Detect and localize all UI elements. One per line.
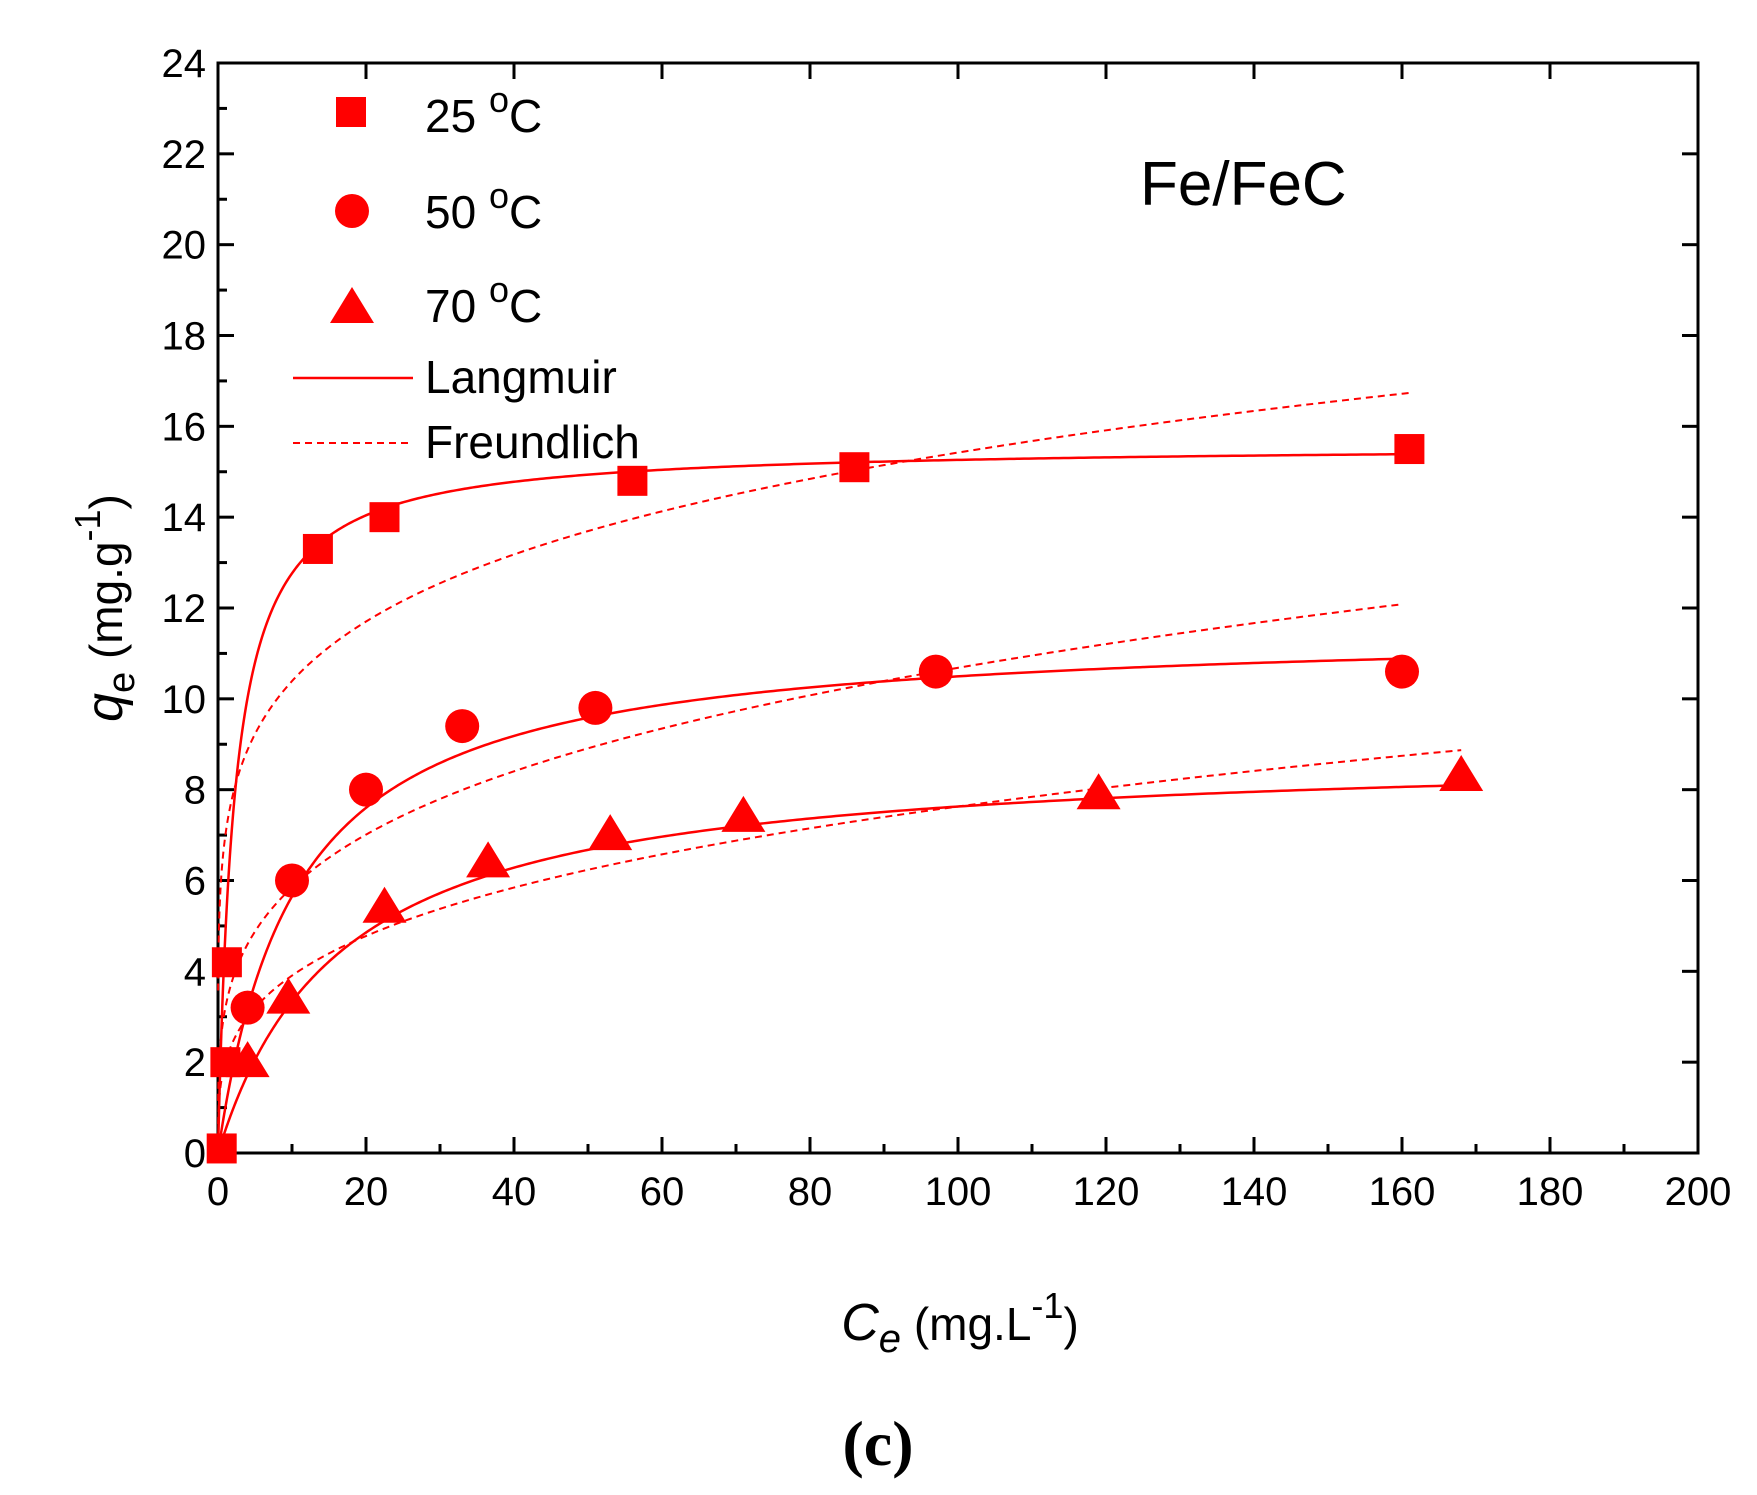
y-axis-label: qe (mg.g-1) xyxy=(67,494,143,722)
legend-label-langmuir: Langmuir xyxy=(425,351,617,403)
data-point-triangle xyxy=(1439,755,1484,792)
legend: 25 oC 50 oC 70 oC Langmuir Freundlich xyxy=(293,79,640,468)
fit-curves xyxy=(216,391,1462,1154)
svg-text:qe (mg.g-1): qe (mg.g-1) xyxy=(67,494,143,722)
x-tick-label: 120 xyxy=(1073,1170,1140,1214)
x-tick-label: 40 xyxy=(492,1170,537,1214)
data-point-square xyxy=(211,947,242,978)
y-tick-label: 18 xyxy=(162,315,207,359)
data-point-circle xyxy=(230,990,265,1025)
legend-label-50: 50 oC xyxy=(425,175,542,238)
y-tick-label: 10 xyxy=(162,678,207,722)
y-tick-label: 4 xyxy=(184,950,206,994)
x-tick-label: 80 xyxy=(788,1170,833,1214)
legend-marker-circle xyxy=(335,194,369,228)
data-point-circle xyxy=(1385,654,1419,689)
data-point-triangle xyxy=(721,795,766,832)
legend-label-70: 70 oC xyxy=(425,269,542,332)
legend-marker-square xyxy=(336,97,366,127)
data-point-triangle xyxy=(588,814,633,851)
data-markers xyxy=(206,434,1484,1164)
material-annotation: Fe/FeC xyxy=(1140,150,1347,219)
data-point-square xyxy=(206,1133,237,1164)
langmuir-curve-0 xyxy=(216,452,1410,1154)
data-point-triangle xyxy=(362,886,407,923)
legend-label-freundlich: Freundlich xyxy=(425,416,640,468)
x-axis-label: Ce (mg.L-1) xyxy=(841,1285,1079,1361)
data-point-square xyxy=(302,533,333,564)
langmuir-curve-2 xyxy=(216,784,1462,1154)
y-tick-label: 0 xyxy=(184,1132,206,1176)
data-point-circle xyxy=(275,863,309,898)
data-point-square xyxy=(839,452,870,483)
x-tick-label: 200 xyxy=(1665,1170,1732,1214)
freundlich-curve-0 xyxy=(217,391,1410,991)
y-tick-label: 8 xyxy=(184,769,206,813)
legend-marker-triangle xyxy=(330,287,374,323)
freundlich-curve-2 xyxy=(217,749,1462,1124)
data-point-triangle xyxy=(1076,773,1121,810)
legend-label-25: 25 oC xyxy=(425,79,542,142)
data-point-circle xyxy=(918,654,953,689)
data-point-circle xyxy=(445,709,480,744)
y-tick-label: 22 xyxy=(162,133,207,177)
x-tick-label: 100 xyxy=(925,1170,992,1214)
y-tick-label: 12 xyxy=(162,587,207,631)
data-point-circle xyxy=(349,772,383,807)
data-point-square xyxy=(617,465,648,496)
x-tick-label: 160 xyxy=(1369,1170,1436,1214)
y-tick-label: 14 xyxy=(162,496,207,540)
y-tick-label: 16 xyxy=(162,405,207,449)
data-point-triangle xyxy=(225,1041,270,1078)
data-point-circle xyxy=(578,690,613,725)
y-tick-label: 2 xyxy=(184,1041,206,1085)
data-point-square xyxy=(1394,434,1425,465)
data-point-square xyxy=(369,502,400,533)
x-tick-labels: 0 20 40 60 80 100 120 140 160 180 200 xyxy=(207,1170,1732,1214)
x-tick-label: 20 xyxy=(344,1170,389,1214)
x-tick-label: 0 xyxy=(207,1170,229,1214)
data-point-triangle xyxy=(466,841,511,878)
x-tick-label: 140 xyxy=(1221,1170,1288,1214)
data-point-triangle xyxy=(266,977,311,1014)
freundlich-curve-1 xyxy=(217,603,1403,1101)
y-tick-label: 24 xyxy=(162,42,207,86)
x-tick-label: 60 xyxy=(640,1170,685,1214)
y-tick-label: 20 xyxy=(162,224,207,268)
y-tick-label: 6 xyxy=(184,860,206,904)
panel-label: (c) xyxy=(842,1408,913,1479)
x-tick-label: 180 xyxy=(1517,1170,1584,1214)
